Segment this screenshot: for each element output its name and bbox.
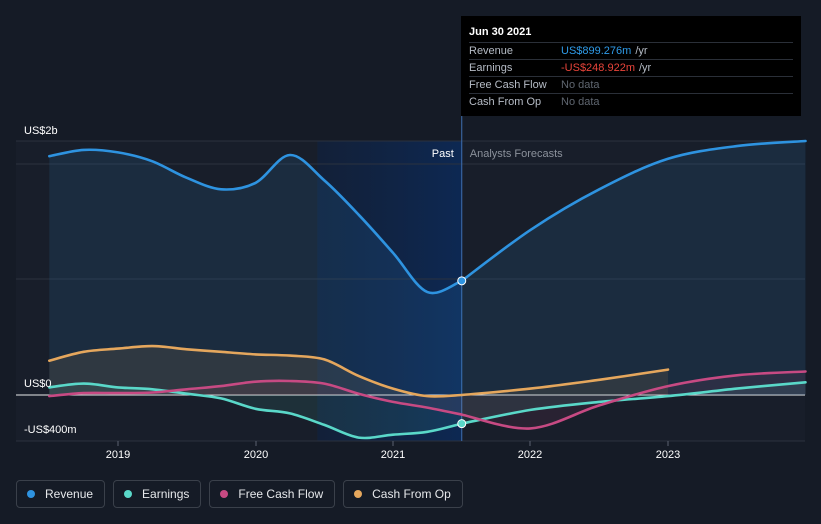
y-axis-label-top: US$2b — [24, 125, 58, 137]
legend-label: Earnings — [142, 487, 190, 501]
earnings-highlight-point — [457, 419, 467, 429]
legend-item-revenue[interactable]: Revenue — [16, 480, 106, 508]
legend-dot-icon — [27, 490, 35, 498]
legend-dot-icon — [124, 490, 133, 498]
tooltip-value: No data — [561, 79, 600, 91]
chart-legend: Revenue Earnings Free Cash Flow Cash Fro… — [16, 480, 463, 508]
x-tick-label: 2022 — [518, 449, 542, 461]
x-tick-label: 2023 — [656, 449, 680, 461]
free-cash-flow-line — [48, 379, 464, 416]
legend-label: Free Cash Flow — [238, 487, 324, 501]
legend-label: Revenue — [45, 487, 94, 501]
legend-item-cash-from-op[interactable]: Cash From Op — [343, 480, 463, 508]
legend-item-earnings[interactable]: Earnings — [113, 480, 202, 508]
legend-label: Cash From Op — [372, 487, 451, 501]
tooltip-label: Free Cash Flow — [469, 79, 547, 91]
tooltip-unit: /yr — [635, 45, 648, 57]
revenue-highlight-point — [457, 276, 467, 286]
tooltip-row-free-cash-flow: Free Cash Flow No data — [469, 76, 793, 93]
tooltip-row-cash-from-op: Cash From Op No data — [469, 93, 793, 110]
free-cash-flow-area — [49, 371, 806, 429]
cash-from-op-line — [48, 344, 464, 398]
tooltip-label: Cash From Op — [469, 96, 542, 108]
cash-from-op-forecast-line — [460, 368, 670, 397]
tooltip-label: Earnings — [469, 62, 513, 74]
data-tooltip: Jun 30 2021 Revenue US$899.276m /yr Earn… — [461, 16, 801, 116]
forecast-label: Analysts Forecasts — [470, 148, 563, 160]
earnings-line — [48, 382, 464, 440]
x-tick-label: 2021 — [381, 449, 405, 461]
earnings-forecast-line — [460, 381, 807, 425]
tooltip-row-revenue: Revenue US$899.276m /yr — [469, 42, 793, 59]
tooltip-date: Jun 30 2021 — [469, 26, 532, 38]
y-axis-label-bottom: -US$400m — [24, 424, 77, 436]
past-highlight-region — [317, 141, 462, 441]
past-label: Past — [432, 148, 454, 160]
tooltip-label: Revenue — [469, 45, 514, 57]
tooltip-row-earnings: Earnings -US$248.922m /yr — [469, 59, 793, 76]
legend-item-free-cash-flow[interactable]: Free Cash Flow — [209, 480, 336, 508]
free-cash-flow-forecast-line — [460, 370, 807, 430]
revenue-forecast-line — [460, 139, 807, 283]
x-tick-label: 2020 — [244, 449, 268, 461]
revenue-area — [49, 141, 806, 395]
legend-dot-icon — [220, 490, 229, 498]
revenue-line — [48, 148, 464, 295]
earnings-area — [49, 382, 806, 439]
chart-plot: US$2b US$0 -US$400m 2019 2020 2021 2022 2023 Pas… — [16, 116, 807, 461]
tooltip-value: No data — [561, 96, 600, 108]
cash-from-op-area — [49, 346, 669, 397]
y-axis-label-zero: US$0 — [24, 378, 52, 390]
tooltip-value: US$899.276m — [561, 45, 632, 57]
x-tick-label: 2019 — [106, 449, 130, 461]
tooltip-unit: /yr — [639, 62, 652, 74]
legend-dot-icon — [354, 490, 363, 498]
tooltip-value: -US$248.922m — [561, 62, 635, 74]
